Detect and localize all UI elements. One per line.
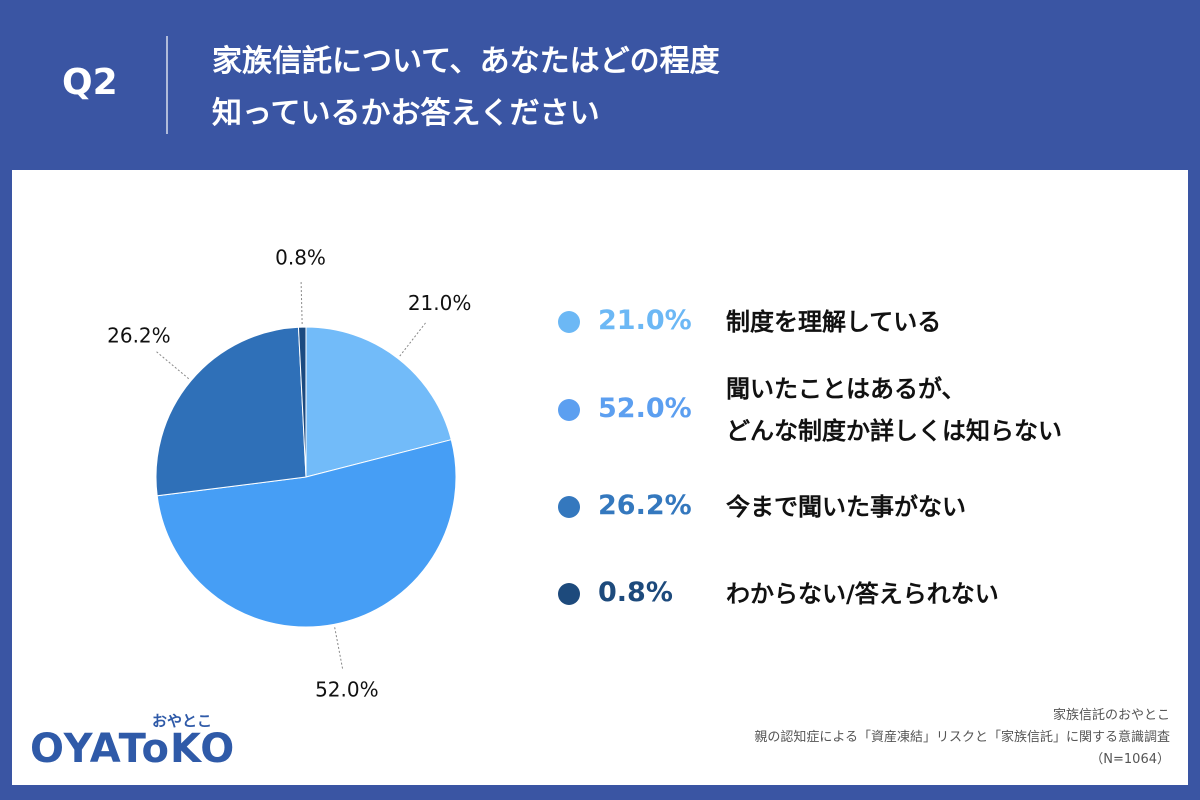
legend-label: わからない/答えられない [726,580,999,608]
leader-line [334,627,344,669]
logo: OYAToKO [30,726,236,772]
leader-line [300,282,303,325]
source-line: 家族信託のおやとこ [1052,708,1170,723]
leader-line [156,351,190,380]
title-line: 家族信託について、あなたはどの程度 [212,44,720,79]
pie-slice [305,326,452,478]
pie-slice [155,326,307,497]
data-label: 52.0% [315,678,379,702]
logo-kana: おやとこ [152,712,213,730]
source: 家族信託のおやとこ 親の認知症による「資産凍結」リスクと「家族信託」に関する意識… [754,705,1170,771]
legend-marker [558,311,580,333]
data-label: 0.8% [275,246,326,270]
legend-value: 0.8% [598,577,673,608]
legend-label: 聞いたことはあるが、 どんな制度か詳しくは知らない [726,375,1062,445]
data-label: 21.0% [408,291,472,315]
legend-marker [558,583,580,605]
question-label: Q2 [62,62,118,103]
leader-line [399,322,426,357]
legend-marker [558,399,580,421]
data-label: 26.2% [107,323,171,347]
separator [166,36,168,134]
legend-label: 今まで聞いた事がない [726,493,966,521]
legend-value: 26.2% [598,490,692,521]
legend-label: 制度を理解している [726,308,942,336]
title-line: 知っているかお答えください [212,96,600,131]
source-line: （N=1064） [1090,752,1170,767]
legend-value: 21.0% [598,305,692,336]
pie-slice [297,326,307,478]
source-line: 親の認知症による「資産凍結」リスクと「家族信託」に関する意識調査 [754,730,1170,745]
title: 家族信託について、あなたはどの程度 知っているかお答えください [212,36,720,140]
legend-value: 52.0% [598,393,692,424]
legend-marker [558,496,580,518]
